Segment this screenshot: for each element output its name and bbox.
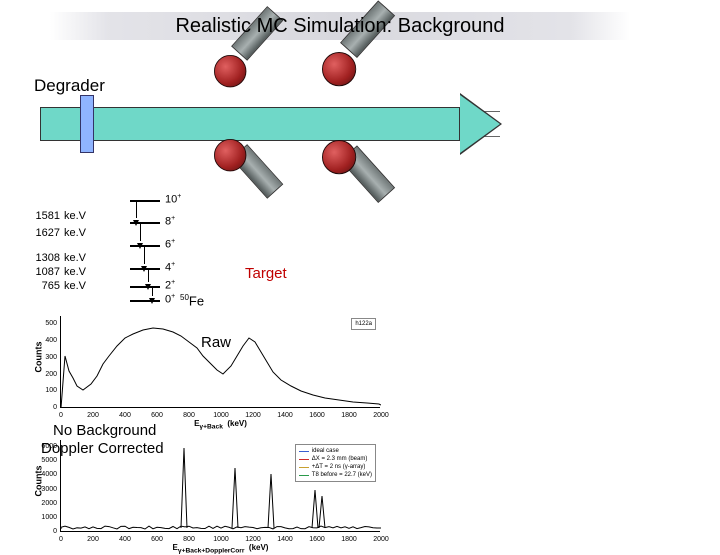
page-title: Realistic MC Simulation: Background [50, 12, 630, 40]
detector-upper-right [322, 52, 398, 90]
ytick: 500 [33, 320, 57, 327]
beam-arrow-body [40, 107, 460, 141]
ytick: 5000 [33, 457, 57, 464]
xtick: 800 [183, 412, 195, 419]
ytick: 1000 [33, 514, 57, 521]
transition-energy: 1087ke.V [26, 266, 86, 278]
ytick: 0 [33, 528, 57, 535]
detector-upper-left [214, 55, 286, 91]
detector-head [322, 52, 356, 86]
level-scheme: Target 50Fe 10+8+6+4+2+0+1581ke.V1627ke.… [20, 200, 280, 310]
spectrum-raw: Counts Raw h122a Eγ+Back (keV) 010020030… [60, 316, 380, 408]
level-spin-label: 2+ [165, 279, 175, 292]
transition-energy: 1627ke.V [26, 227, 86, 239]
ytick: 6000 [33, 443, 57, 450]
xtick: 200 [87, 412, 99, 419]
level-spin-label: 0+ [165, 293, 175, 306]
level-line [130, 245, 160, 247]
ytick: 0 [33, 404, 57, 411]
xtick: 1400 [277, 412, 293, 419]
target-label: Target [245, 265, 287, 282]
level-line [130, 200, 160, 202]
beam-diagram [20, 55, 520, 205]
transition-energy: 1581ke.V [26, 210, 86, 222]
xtick: 1600 [309, 412, 325, 419]
spectrum-corr-title-2: Doppler Corrected [41, 440, 164, 457]
spectrum-corr-title-1: No Background [53, 422, 156, 439]
spectrum-raw-title: Raw [201, 334, 231, 351]
ytick: 100 [33, 387, 57, 394]
legend-entry: +ΔT = 2 ns (γ-array) [299, 463, 372, 471]
detector-head [214, 55, 246, 87]
beam-arrow-head [460, 95, 500, 153]
ytick: 4000 [33, 471, 57, 478]
ytick: 200 [33, 371, 57, 378]
ytick: 3000 [33, 486, 57, 493]
title-text: Realistic MC Simulation: Background [175, 15, 504, 38]
spectrum-corr-legend: ideal caseΔX = 2.3 mm (beam)+ΔT = 2 ns (… [295, 444, 376, 482]
transition-energy: 1308ke.V [26, 252, 86, 264]
detector-head [214, 139, 246, 171]
ytick: 400 [33, 337, 57, 344]
spectrum-corrected: Counts No Background Doppler Corrected i… [60, 440, 380, 532]
ytick: 2000 [33, 500, 57, 507]
spectrum-raw-tag: h122a [351, 318, 376, 330]
level-spin-label: 8+ [165, 215, 175, 228]
level-spin-label: 10+ [165, 193, 181, 206]
legend-entry: ideal case [299, 447, 372, 455]
transition-energy: 765ke.V [26, 280, 86, 292]
xtick: 400 [119, 412, 131, 419]
spectrum-raw-xlabel: Eγ+Back (keV) [194, 419, 247, 431]
degrader-box [80, 95, 94, 153]
xtick: 1800 [341, 412, 357, 419]
nuclide-label: 50Fe [180, 293, 204, 308]
level-line [130, 300, 160, 302]
spectrum-raw-plot [61, 316, 381, 408]
detector-lower-right [322, 140, 398, 178]
nuclide-mass: 50 [180, 293, 189, 302]
legend-entry: ΔX = 2.3 mm (beam) [299, 455, 372, 463]
level-spin-label: 6+ [165, 238, 175, 251]
legend-entry: T8 before = 22.7 (keV) [299, 471, 372, 479]
xtick: 1000 [213, 412, 229, 419]
xtick: 600 [151, 412, 163, 419]
xtick: 1200 [245, 412, 261, 419]
detector-head [322, 140, 356, 174]
ytick: 300 [33, 354, 57, 361]
detector-lower-left [214, 139, 286, 175]
level-spin-label: 4+ [165, 261, 175, 274]
xtick: 0 [59, 412, 63, 419]
spectrum-corr-xlabel: Eγ+Back+DopplerCorr (keV) [173, 543, 269, 555]
nuclide-symbol: Fe [189, 293, 204, 308]
xtick: 2000 [373, 412, 389, 419]
